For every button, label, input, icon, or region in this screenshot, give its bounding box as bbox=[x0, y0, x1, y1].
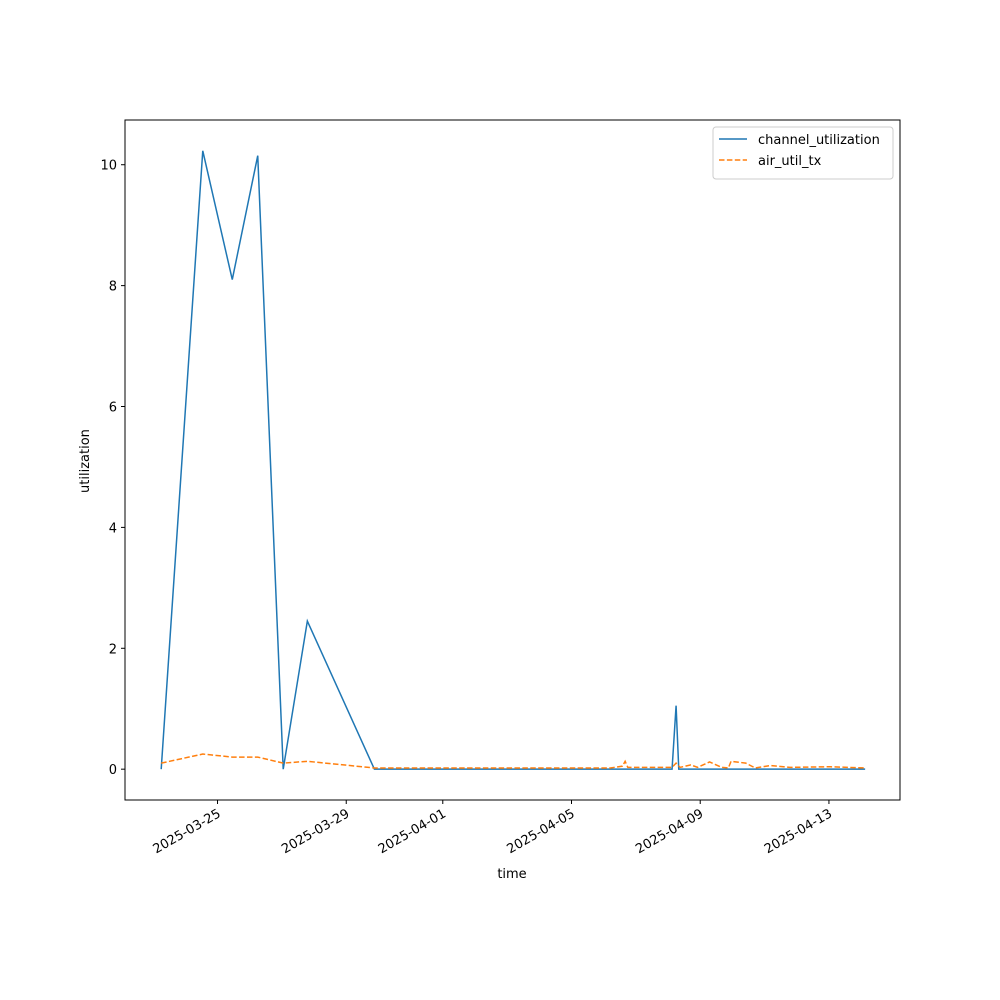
x-tick-label: 2025-04-13 bbox=[762, 806, 835, 857]
y-axis-label: utilization bbox=[78, 429, 93, 493]
x-axis-label: time bbox=[497, 867, 526, 882]
y-tick-label: 0 bbox=[109, 763, 117, 778]
x-tick-label: 2025-04-01 bbox=[376, 806, 449, 857]
data-line bbox=[161, 753, 866, 769]
y-tick-label: 10 bbox=[100, 159, 117, 174]
data-line bbox=[160, 150, 866, 770]
plot-frame bbox=[124, 119, 901, 801]
legend-box bbox=[712, 126, 894, 180]
y-tick-label: 2 bbox=[109, 642, 117, 657]
legend-label: channel_utilization bbox=[758, 133, 880, 148]
x-tick-label: 2025-04-09 bbox=[633, 806, 706, 857]
legend: channel_utilization air_util_tx bbox=[712, 126, 894, 180]
x-tick-label: 2025-04-05 bbox=[505, 806, 578, 857]
y-tick-label: 4 bbox=[109, 521, 117, 536]
y-tick-label: 8 bbox=[109, 280, 117, 295]
x-tick-label: 2025-03-25 bbox=[151, 806, 224, 857]
legend-label: air_util_tx bbox=[758, 154, 822, 169]
y-tick-label: 6 bbox=[109, 401, 117, 416]
x-tick-label: 2025-03-29 bbox=[279, 806, 352, 857]
